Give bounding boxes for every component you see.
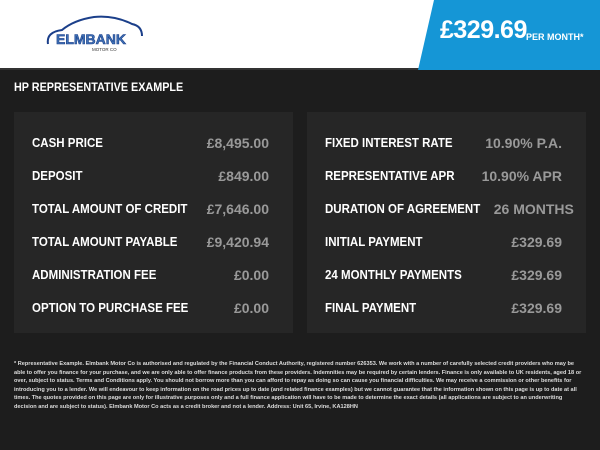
disclaimer-text: * Representative Example. Elmbank Motor … — [14, 361, 582, 410]
row-label: TOTAL AMOUNT PAYABLE — [32, 235, 178, 249]
finance-row: REPRESENTATIVE APR 10.90% APR — [325, 166, 562, 186]
finance-row: TOTAL AMOUNT OF CREDIT £7,646.00 — [32, 199, 269, 219]
finance-panel-right: FIXED INTEREST RATE 10.90% P.A. REPRESENTA… — [307, 112, 586, 333]
row-label: OPTION TO PURCHASE FEE — [32, 301, 189, 315]
row-value: £0.00 — [233, 267, 269, 283]
row-value: £329.69 — [511, 267, 562, 283]
row-label: INITIAL PAYMENT — [325, 235, 423, 249]
row-value: 10.90% APR — [481, 168, 562, 184]
finance-row: ADMINISTRATION FEE £0.00 — [32, 265, 269, 285]
section-title: HP REPRESENTATIVE EXAMPLE — [14, 80, 184, 94]
per-month-label: PER MONTH* — [526, 32, 584, 42]
row-label: 24 MONTHLY PAYMENTS — [325, 268, 462, 282]
finance-row: CASH PRICE £8,495.00 — [32, 133, 269, 153]
row-label: CASH PRICE — [32, 136, 103, 150]
row-value: 10.90% P.A. — [485, 135, 562, 151]
row-label: ADMINISTRATION FEE — [32, 268, 157, 282]
row-label: DURATION OF AGREEMENT — [325, 202, 481, 216]
row-value: £7,646.00 — [206, 201, 269, 217]
finance-row: FIXED INTEREST RATE 10.90% P.A. — [325, 133, 562, 153]
row-value: 26 MONTHS — [493, 201, 574, 217]
finance-row: FINAL PAYMENT £329.69 — [325, 298, 562, 318]
finance-row: DEPOSIT £849.00 — [32, 166, 269, 186]
finance-row: DURATION OF AGREEMENT 26 MONTHS — [325, 199, 574, 219]
svg-text:ELMBANK: ELMBANK — [56, 31, 126, 47]
finance-row: INITIAL PAYMENT £329.69 — [325, 232, 562, 252]
row-label: DEPOSIT — [32, 169, 83, 183]
row-label: REPRESENTATIVE APR — [325, 169, 455, 183]
row-value: £849.00 — [218, 168, 269, 184]
row-value: £9,420.94 — [206, 234, 269, 250]
finance-row: OPTION TO PURCHASE FEE £0.00 — [32, 298, 269, 318]
finance-row: 24 MONTHLY PAYMENTS £329.69 — [325, 265, 562, 285]
row-value: £0.00 — [233, 300, 269, 316]
elmbank-logo[interactable]: ELMBANK MOTOR CO — [44, 14, 156, 54]
svg-text:MOTOR CO: MOTOR CO — [92, 47, 117, 52]
row-value: £8,495.00 — [206, 135, 269, 151]
row-label: FIXED INTEREST RATE — [325, 136, 453, 150]
monthly-price: £329.69 — [440, 16, 527, 44]
finance-panel-left: CASH PRICE £8,495.00 DEPOSIT £849.00 TOTAL A… — [14, 112, 293, 333]
price-panel — [418, 0, 600, 70]
row-label: FINAL PAYMENT — [325, 301, 417, 315]
row-value: £329.69 — [511, 234, 562, 250]
row-value: £329.69 — [511, 300, 562, 316]
finance-row: TOTAL AMOUNT PAYABLE £9,420.94 — [32, 232, 269, 252]
row-label: TOTAL AMOUNT OF CREDIT — [32, 202, 188, 216]
